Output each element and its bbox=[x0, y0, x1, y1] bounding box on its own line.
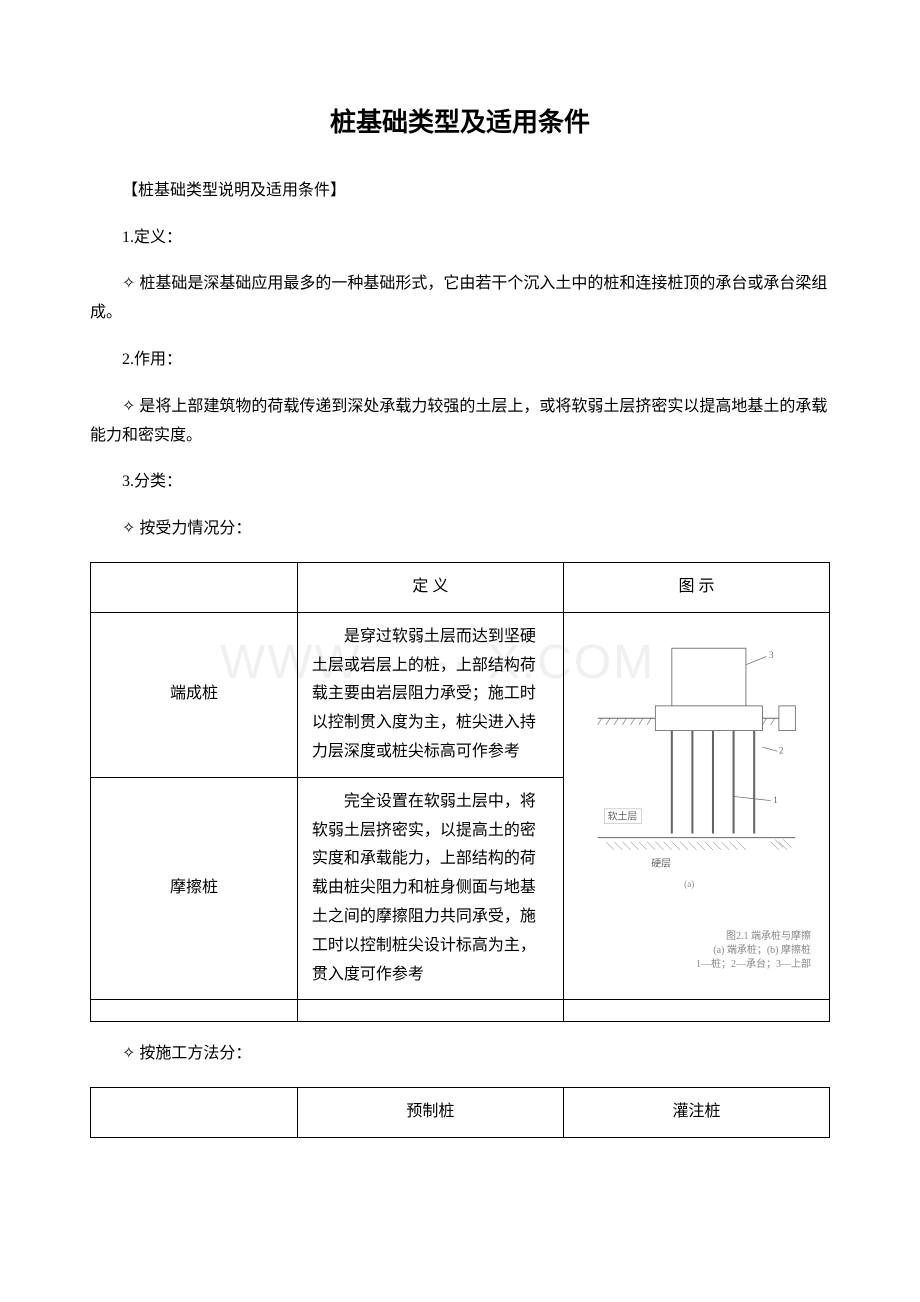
table-header-precast: 预制桩 bbox=[297, 1088, 563, 1138]
svg-text:1: 1 bbox=[773, 795, 778, 805]
force-classification-table: 定 义 图 示 端成桩 是穿过软弱土层而达到坚硬土层或岩层上的桩，上部结构荷载主… bbox=[90, 562, 830, 1022]
table-header-diagram: 图 示 bbox=[563, 562, 829, 612]
pile-diagram: 3 bbox=[578, 634, 815, 979]
table-header-empty bbox=[91, 562, 298, 612]
definition-label: 1.定义： bbox=[90, 224, 830, 253]
pile-diagram-svg: 3 bbox=[578, 640, 815, 920]
soft-layer-label: 软土层 bbox=[608, 809, 638, 822]
pile-type-end-bearing: 端成桩 bbox=[91, 612, 298, 777]
figure-caption-1: 图2.1 端承桩与摩擦 bbox=[578, 930, 815, 944]
function-text: 是将上部建筑物的荷载传递到深处承载力较强的土层上，或将软弱土层挤密实以提高地基土… bbox=[90, 393, 830, 451]
function-label: 2.作用： bbox=[90, 346, 830, 375]
construction-classification-table: 预制桩 灌注桩 bbox=[90, 1087, 830, 1138]
hard-layer-label: 硬层 bbox=[651, 857, 671, 869]
svg-text:3: 3 bbox=[769, 650, 774, 660]
pile-type-friction: 摩擦桩 bbox=[91, 777, 298, 1000]
classification-label: 3.分类： bbox=[90, 468, 830, 497]
pile-definition-end-bearing: 是穿过软弱土层而达到坚硬土层或岩层上的桩，上部结构荷载主要由岩层阻力承受；施工时… bbox=[297, 612, 563, 777]
table-empty-row bbox=[91, 1000, 830, 1022]
figure-caption-3: 1—桩；2—承台；3—上部 bbox=[578, 958, 815, 972]
section-header: 【桩基础类型说明及适用条件】 bbox=[90, 177, 830, 206]
table-header-cast-in-place: 灌注桩 bbox=[563, 1088, 829, 1138]
table-header-definition: 定 义 bbox=[297, 562, 563, 612]
table-header-row: 定 义 图 示 bbox=[91, 562, 830, 612]
pile-diagram-cell: 3 bbox=[563, 612, 829, 1000]
figure-caption-2: (a) 端承桩；(b) 摩擦桩 bbox=[578, 944, 815, 958]
svg-text:2: 2 bbox=[779, 745, 784, 755]
classification-by-force: 按受力情况分： bbox=[90, 515, 830, 544]
pile-definition-friction: 完全设置在软弱土层中，将软弱土层挤密实，以提高土的密实度和承载能力，上部结构的荷… bbox=[297, 777, 563, 1000]
classification-by-construction: 按施工方法分： bbox=[90, 1040, 830, 1069]
definition-text: 桩基础是深基础应用最多的一种基础形式，它由若干个沉入土中的桩和连接桩顶的承台或承… bbox=[90, 270, 830, 328]
fig-a-label: (a) bbox=[684, 879, 694, 889]
table-header-empty bbox=[91, 1088, 298, 1138]
table-row: 端成桩 是穿过软弱土层而达到坚硬土层或岩层上的桩，上部结构荷载主要由岩层阻力承受… bbox=[91, 612, 830, 777]
page-title: 桩基础类型及适用条件 bbox=[90, 100, 830, 147]
table-header-row: 预制桩 灌注桩 bbox=[91, 1088, 830, 1138]
empty-cell bbox=[563, 1000, 829, 1022]
empty-cell bbox=[91, 1000, 298, 1022]
empty-cell bbox=[297, 1000, 563, 1022]
